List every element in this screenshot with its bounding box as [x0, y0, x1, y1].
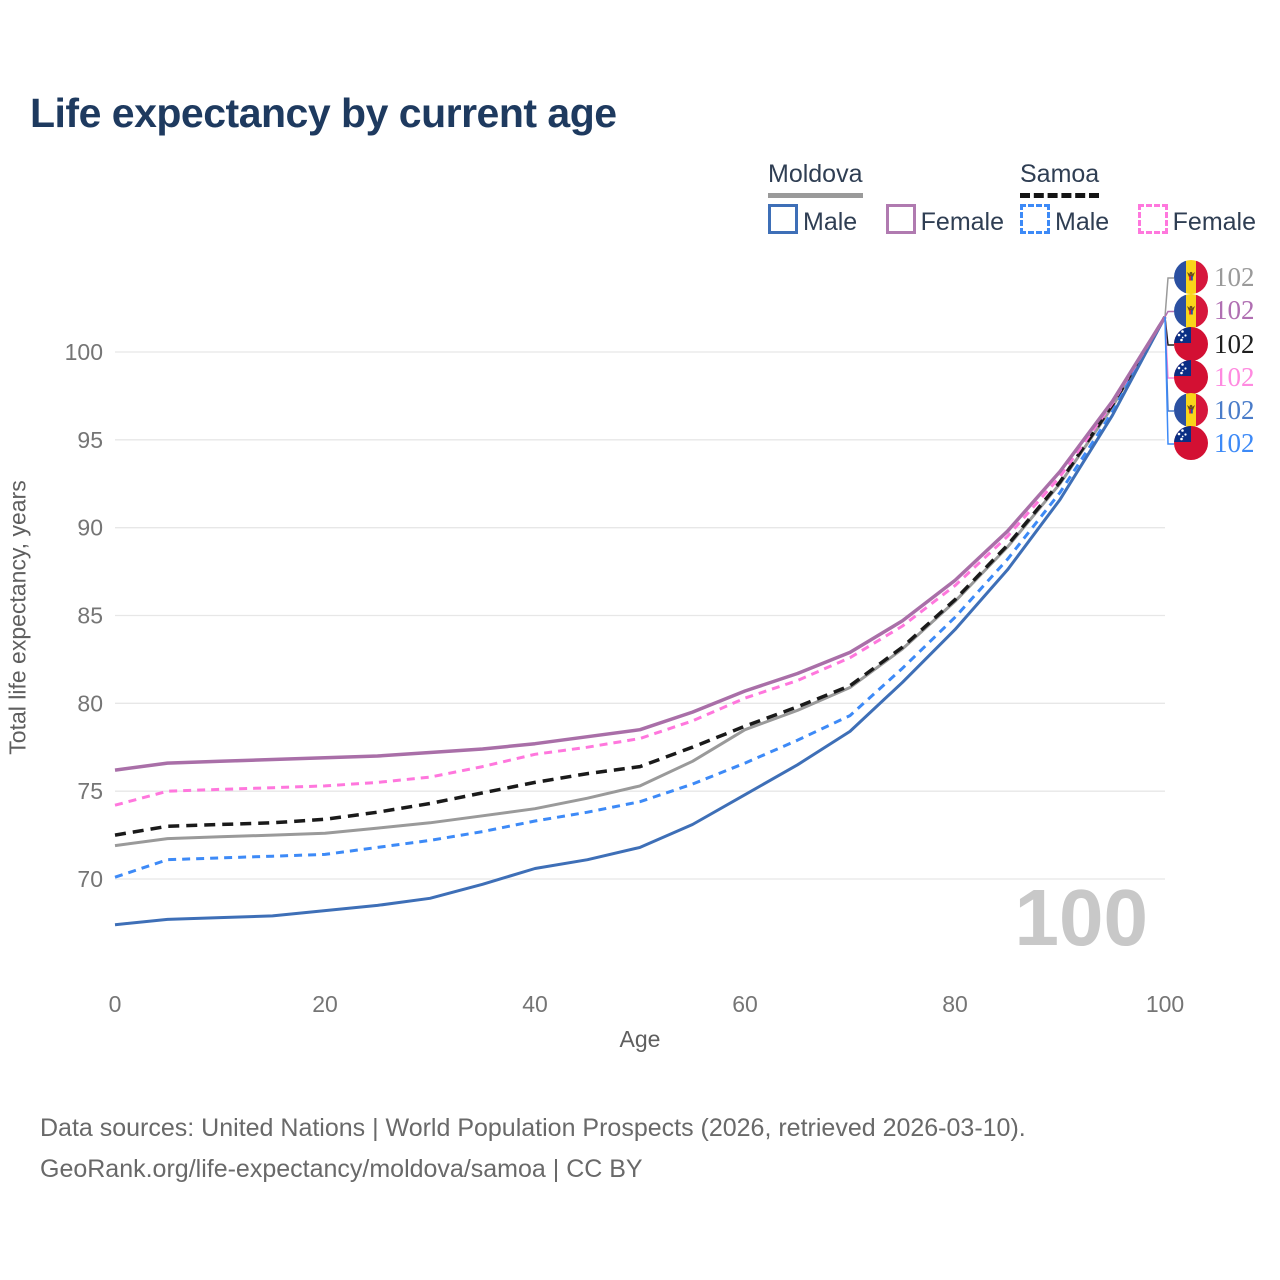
age-indicator-watermark: 100	[1014, 873, 1148, 962]
legend-item-label: Female	[920, 208, 1005, 236]
end-value-callout: 102	[1174, 426, 1255, 462]
footer-attribution: GeoRank.org/life-expectancy/moldova/samo…	[40, 1155, 643, 1183]
moldova-flag-icon	[1174, 393, 1208, 427]
y-tick-label: 80	[77, 690, 103, 716]
legend-item-label: Male	[803, 208, 858, 236]
end-value-callout: 102	[1174, 260, 1255, 296]
page-title: Life expectancy by current age	[30, 90, 617, 136]
y-tick-label: 100	[65, 339, 103, 365]
y-tick-label: 95	[77, 427, 103, 453]
legend-item-samoa-female[interactable]: Female	[1137, 204, 1257, 237]
samoa-flag-icon	[1174, 426, 1208, 460]
x-axis-label: Age	[619, 1026, 661, 1052]
legend-country-moldova[interactable]: Moldova	[768, 160, 863, 198]
end-value-label: 102	[1214, 295, 1255, 325]
y-tick-label: 85	[77, 602, 103, 628]
moldova-male-swatch-icon[interactable]	[768, 204, 798, 234]
x-tick-label: 20	[312, 991, 338, 1017]
callout-connector	[1164, 277, 1174, 317]
moldova-flag-icon	[1174, 260, 1208, 294]
end-value-label: 102	[1214, 427, 1255, 458]
x-tick-label: 0	[109, 991, 122, 1017]
y-tick-label: 70	[77, 866, 103, 892]
series-line	[114, 316, 1167, 837]
y-axis-label: Total life expectancy, years	[4, 480, 31, 755]
end-value-label: 102	[1214, 361, 1255, 392]
legend-item-samoa-male[interactable]: Male	[1020, 204, 1109, 237]
end-value-callout: 102	[1174, 360, 1255, 396]
legend-item-label: Female	[1172, 208, 1257, 236]
end-value-callout: 102	[1174, 293, 1255, 330]
samoa-female-swatch-icon[interactable]	[1137, 204, 1168, 234]
legend-item-moldova-male[interactable]: Male	[768, 204, 857, 237]
series-line	[114, 315, 1167, 772]
series-line	[114, 316, 1167, 807]
x-tick-label: 100	[1146, 991, 1184, 1017]
legend-country-samoa[interactable]: Samoa	[1020, 160, 1100, 198]
footer: Data sources: United Nations | World Pop…	[40, 1108, 1026, 1190]
series-line	[114, 316, 1167, 879]
end-value-label: 102	[1214, 394, 1255, 425]
legend-group-samoa: Samoa Male Female	[1020, 160, 1256, 236]
moldova-female-swatch-icon[interactable]	[885, 204, 916, 234]
legend-item-moldova-female[interactable]: Female	[885, 204, 1005, 237]
callout-connector	[1164, 316, 1174, 445]
moldova-flag-icon	[1174, 293, 1208, 328]
footer-data-sources: Data sources: United Nations | World Pop…	[40, 1114, 1026, 1142]
end-value-callout: 102	[1174, 393, 1255, 429]
x-tick-label: 40	[522, 991, 548, 1017]
samoa-male-swatch-icon[interactable]	[1020, 204, 1050, 234]
series-line	[114, 316, 1167, 927]
legend-item-label: Male	[1055, 208, 1110, 236]
end-value-label: 102	[1214, 328, 1255, 359]
samoa-flag-icon	[1174, 327, 1208, 361]
y-tick-label: 90	[77, 515, 103, 541]
end-value-label: 102	[1214, 261, 1255, 292]
end-value-callout: 102	[1174, 327, 1255, 363]
legend-group-moldova: Moldova Male Female	[768, 160, 1004, 236]
x-tick-label: 80	[942, 991, 968, 1017]
x-tick-label: 60	[732, 991, 758, 1017]
y-tick-label: 75	[77, 778, 103, 804]
callout-connector	[1164, 310, 1174, 318]
samoa-flag-icon	[1174, 360, 1208, 394]
